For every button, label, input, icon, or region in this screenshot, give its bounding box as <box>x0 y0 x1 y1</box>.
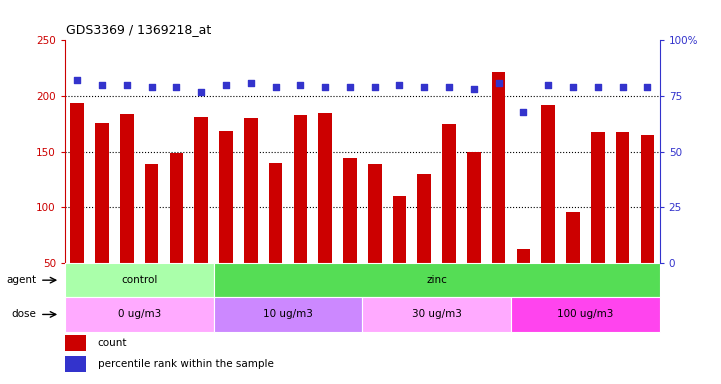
Bar <box>65 263 213 297</box>
Bar <box>244 118 257 263</box>
Bar <box>120 114 133 263</box>
Point <box>195 88 207 94</box>
Bar <box>591 132 605 263</box>
Bar <box>65 356 86 372</box>
Text: GDS3369 / 1369218_at: GDS3369 / 1369218_at <box>66 23 211 36</box>
Point <box>121 82 133 88</box>
Point <box>220 82 231 88</box>
Point <box>369 84 381 90</box>
Point <box>567 84 579 90</box>
Bar <box>219 131 233 263</box>
Bar <box>213 263 660 297</box>
Bar <box>368 164 381 263</box>
Bar <box>269 163 283 263</box>
Text: count: count <box>97 338 127 348</box>
Bar <box>169 153 183 263</box>
Point <box>171 84 182 90</box>
Bar <box>363 297 511 331</box>
Text: 10 ug/m3: 10 ug/m3 <box>263 310 313 319</box>
Bar <box>393 196 407 263</box>
Point <box>97 82 108 88</box>
Bar <box>71 103 84 263</box>
Point <box>418 84 430 90</box>
Bar <box>343 158 357 263</box>
Point <box>642 84 653 90</box>
Bar <box>516 248 530 263</box>
Point <box>616 84 628 90</box>
Bar <box>293 115 307 263</box>
Bar <box>65 334 86 351</box>
Text: agent: agent <box>6 275 36 285</box>
Bar <box>566 212 580 263</box>
Bar <box>95 123 109 263</box>
Point <box>146 84 157 90</box>
Bar <box>467 152 481 263</box>
Bar <box>616 132 629 263</box>
Bar <box>511 297 660 331</box>
Bar <box>145 164 159 263</box>
Point <box>295 82 306 88</box>
Point <box>518 109 529 115</box>
Bar <box>640 135 654 263</box>
Point <box>468 86 479 93</box>
Point <box>394 82 405 88</box>
Point <box>493 79 505 86</box>
Bar <box>318 113 332 263</box>
Point <box>443 84 455 90</box>
Point <box>344 84 355 90</box>
Point <box>592 84 603 90</box>
Bar <box>541 105 555 263</box>
Bar <box>213 297 363 331</box>
Text: dose: dose <box>12 310 36 319</box>
Text: 100 ug/m3: 100 ug/m3 <box>557 310 614 319</box>
Bar <box>195 117 208 263</box>
Point <box>270 84 281 90</box>
Text: zinc: zinc <box>426 275 447 285</box>
Point <box>542 82 554 88</box>
Text: percentile rank within the sample: percentile rank within the sample <box>97 359 273 369</box>
Text: control: control <box>121 275 157 285</box>
Point <box>245 79 257 86</box>
Bar <box>65 297 213 331</box>
Bar <box>492 71 505 263</box>
Text: 0 ug/m3: 0 ug/m3 <box>118 310 161 319</box>
Text: 30 ug/m3: 30 ug/m3 <box>412 310 461 319</box>
Point <box>71 77 83 83</box>
Point <box>319 84 331 90</box>
Bar <box>417 174 431 263</box>
Bar <box>442 124 456 263</box>
